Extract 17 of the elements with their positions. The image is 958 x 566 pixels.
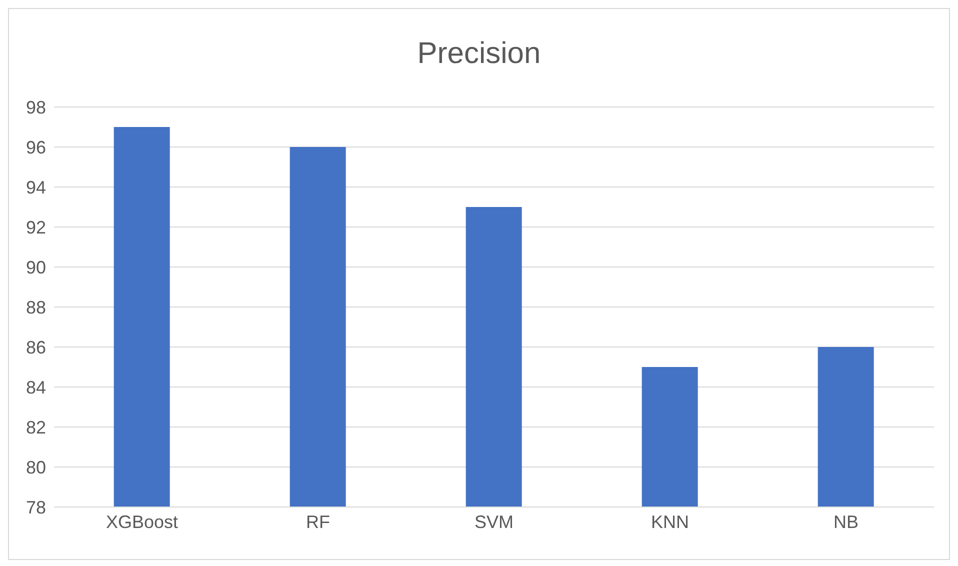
y-tick-label: 98 <box>26 97 46 118</box>
x-tick-label: RF <box>306 512 330 532</box>
y-tick-label: 80 <box>26 457 46 478</box>
y-tick-label: 90 <box>26 257 46 278</box>
y-tick-label: 94 <box>26 177 46 198</box>
chart-title: Precision <box>416 36 542 72</box>
x-tick-label: KNN <box>650 512 690 532</box>
y-tick-label: 82 <box>26 417 46 438</box>
y-tick-label: 86 <box>26 337 46 358</box>
y-tick-label: 84 <box>26 377 46 398</box>
y-tick-label: 96 <box>26 137 46 158</box>
x-tick-label: XGBoost <box>106 512 178 532</box>
x-tick-label: SVM <box>474 512 514 532</box>
y-tick-label: 92 <box>26 217 46 238</box>
y-tick-label: 78 <box>26 497 46 518</box>
y-tick-label: 88 <box>26 297 46 318</box>
x-tick-label: NB <box>833 512 859 532</box>
